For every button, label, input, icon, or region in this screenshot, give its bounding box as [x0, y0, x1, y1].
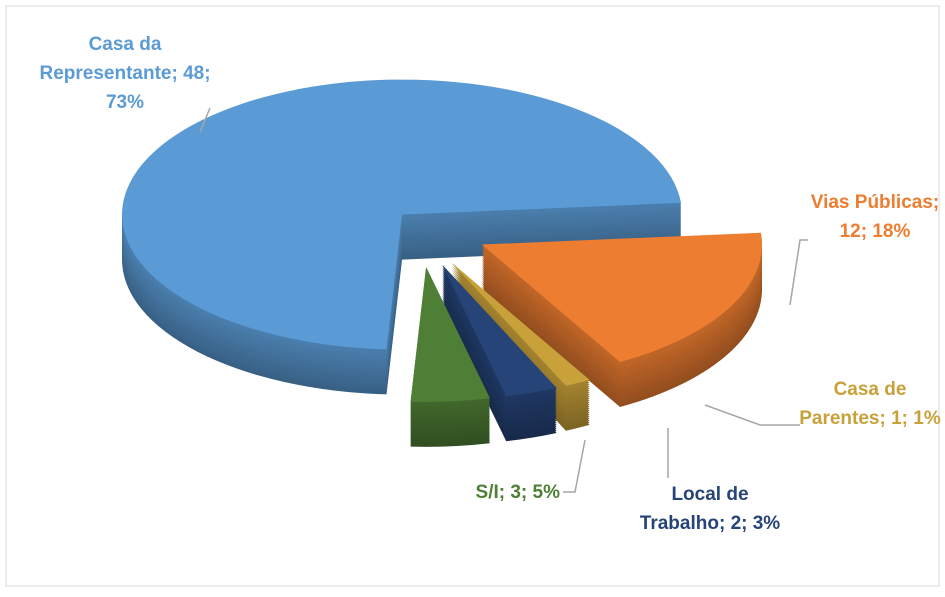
data-label: Casa da Representante; 48; 73%	[39, 34, 211, 113]
leader-line	[704, 404, 800, 426]
slice	[410, 266, 490, 402]
leader-line	[563, 439, 586, 493]
slice	[122, 79, 681, 350]
leader-line	[199, 107, 211, 133]
slice	[451, 262, 590, 386]
pie	[122, 79, 762, 447]
slice	[481, 232, 762, 362]
data-label: Vias Públicas; 12; 18%	[810, 192, 940, 242]
slice	[442, 264, 557, 397]
data-label: Local de Trabalho; 2; 3%	[639, 484, 781, 534]
data-label: S/I; 3; 5%	[475, 482, 560, 503]
leader-lines	[199, 107, 808, 493]
data-label: Casa de Parentes; 1; 1%	[799, 379, 941, 429]
leader-line	[789, 239, 808, 306]
